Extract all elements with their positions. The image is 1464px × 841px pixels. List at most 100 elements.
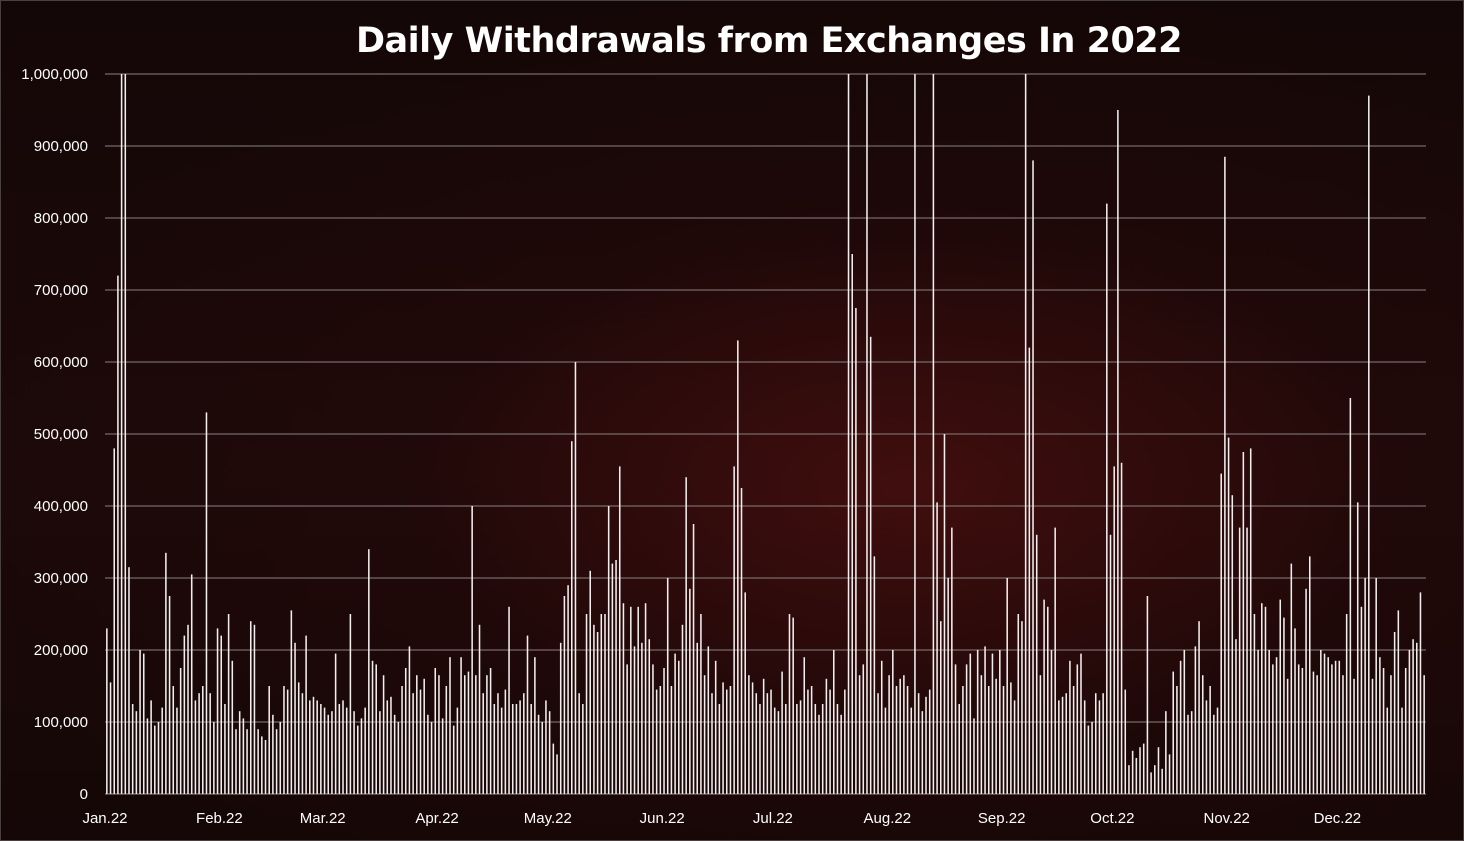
bar: [1213, 714, 1215, 794]
bar: [1320, 650, 1322, 794]
bar: [1249, 448, 1252, 794]
bar: [1010, 682, 1012, 794]
bar: [1117, 110, 1119, 794]
bars: [106, 74, 1425, 795]
bar: [475, 675, 477, 794]
bar: [117, 275, 119, 795]
bar: [1039, 675, 1042, 794]
bar: [294, 642, 296, 794]
grid-lines: [105, 73, 1426, 795]
bar: [980, 675, 983, 794]
bar: [493, 704, 496, 794]
bar: [725, 689, 728, 794]
bar: [1069, 660, 1071, 794]
bar: [973, 718, 975, 794]
bar: [283, 686, 285, 794]
bar: [331, 711, 333, 794]
bar: [611, 563, 614, 794]
bar: [286, 689, 289, 794]
bar: [1353, 678, 1355, 794]
bar: [1058, 700, 1060, 794]
bar: [309, 700, 311, 794]
bar: [183, 635, 186, 794]
bar: [737, 340, 739, 794]
bar: [1345, 614, 1348, 794]
bar: [947, 578, 949, 794]
bar: [969, 653, 972, 794]
bar: [1080, 653, 1082, 794]
bar: [1404, 668, 1407, 794]
bar: [965, 664, 968, 794]
bar: [659, 686, 662, 794]
bar: [154, 725, 156, 794]
bar: [928, 689, 931, 794]
bar: [1386, 707, 1389, 794]
bar: [534, 657, 536, 794]
bar: [670, 686, 673, 794]
bar: [722, 682, 724, 794]
bar: [615, 560, 617, 794]
bar: [530, 704, 532, 794]
bar: [600, 614, 603, 794]
bar: [349, 614, 352, 794]
bar: [718, 704, 721, 794]
bar: [792, 617, 794, 794]
bar: [1083, 700, 1086, 794]
bar: [958, 704, 960, 794]
bar: [1360, 606, 1363, 794]
bar: [1356, 502, 1359, 794]
bar: [814, 704, 817, 794]
bar: [242, 718, 245, 794]
bar: [932, 74, 935, 794]
bar: [519, 700, 521, 794]
bar: [353, 711, 355, 794]
bar: [1061, 696, 1064, 794]
bar: [449, 657, 451, 794]
bar: [1408, 650, 1411, 794]
bar: [231, 660, 234, 794]
bar: [1379, 657, 1381, 794]
bar: [899, 678, 901, 794]
bar: [1301, 668, 1304, 794]
bar: [1364, 578, 1366, 794]
bar: [1154, 765, 1156, 794]
bar: [316, 700, 318, 794]
bar: [847, 74, 850, 794]
y-tick-label: 0: [80, 786, 88, 803]
bar: [1017, 614, 1020, 794]
bar: [1268, 650, 1270, 794]
bar: [1257, 650, 1259, 794]
bar: [1231, 495, 1234, 794]
bar: [903, 675, 905, 794]
bar: [733, 466, 735, 794]
bar: [866, 74, 868, 794]
bar: [696, 642, 699, 794]
bar: [622, 603, 625, 794]
bar: [892, 650, 894, 794]
x-tick-label: Nov.22: [1203, 810, 1249, 827]
bar: [1028, 347, 1031, 794]
bar: [1142, 743, 1145, 794]
bar: [1172, 671, 1175, 794]
bar: [157, 722, 160, 794]
bar: [172, 686, 175, 794]
x-tick-label: Jan.22: [82, 810, 127, 827]
bar: [1113, 466, 1115, 794]
x-tick-label: Sep.22: [978, 810, 1026, 827]
bar: [1323, 653, 1326, 794]
bar: [1235, 639, 1237, 794]
bar: [1043, 599, 1045, 794]
bar: [526, 635, 529, 794]
bar: [1065, 693, 1068, 794]
bar: [1264, 606, 1267, 794]
bar: [1382, 668, 1385, 794]
bar: [685, 477, 687, 794]
bar: [888, 675, 890, 794]
bar: [637, 606, 639, 794]
bar: [936, 502, 938, 794]
bar: [176, 707, 178, 794]
bar: [301, 693, 304, 794]
bar: [438, 675, 440, 794]
bar: [869, 336, 872, 794]
